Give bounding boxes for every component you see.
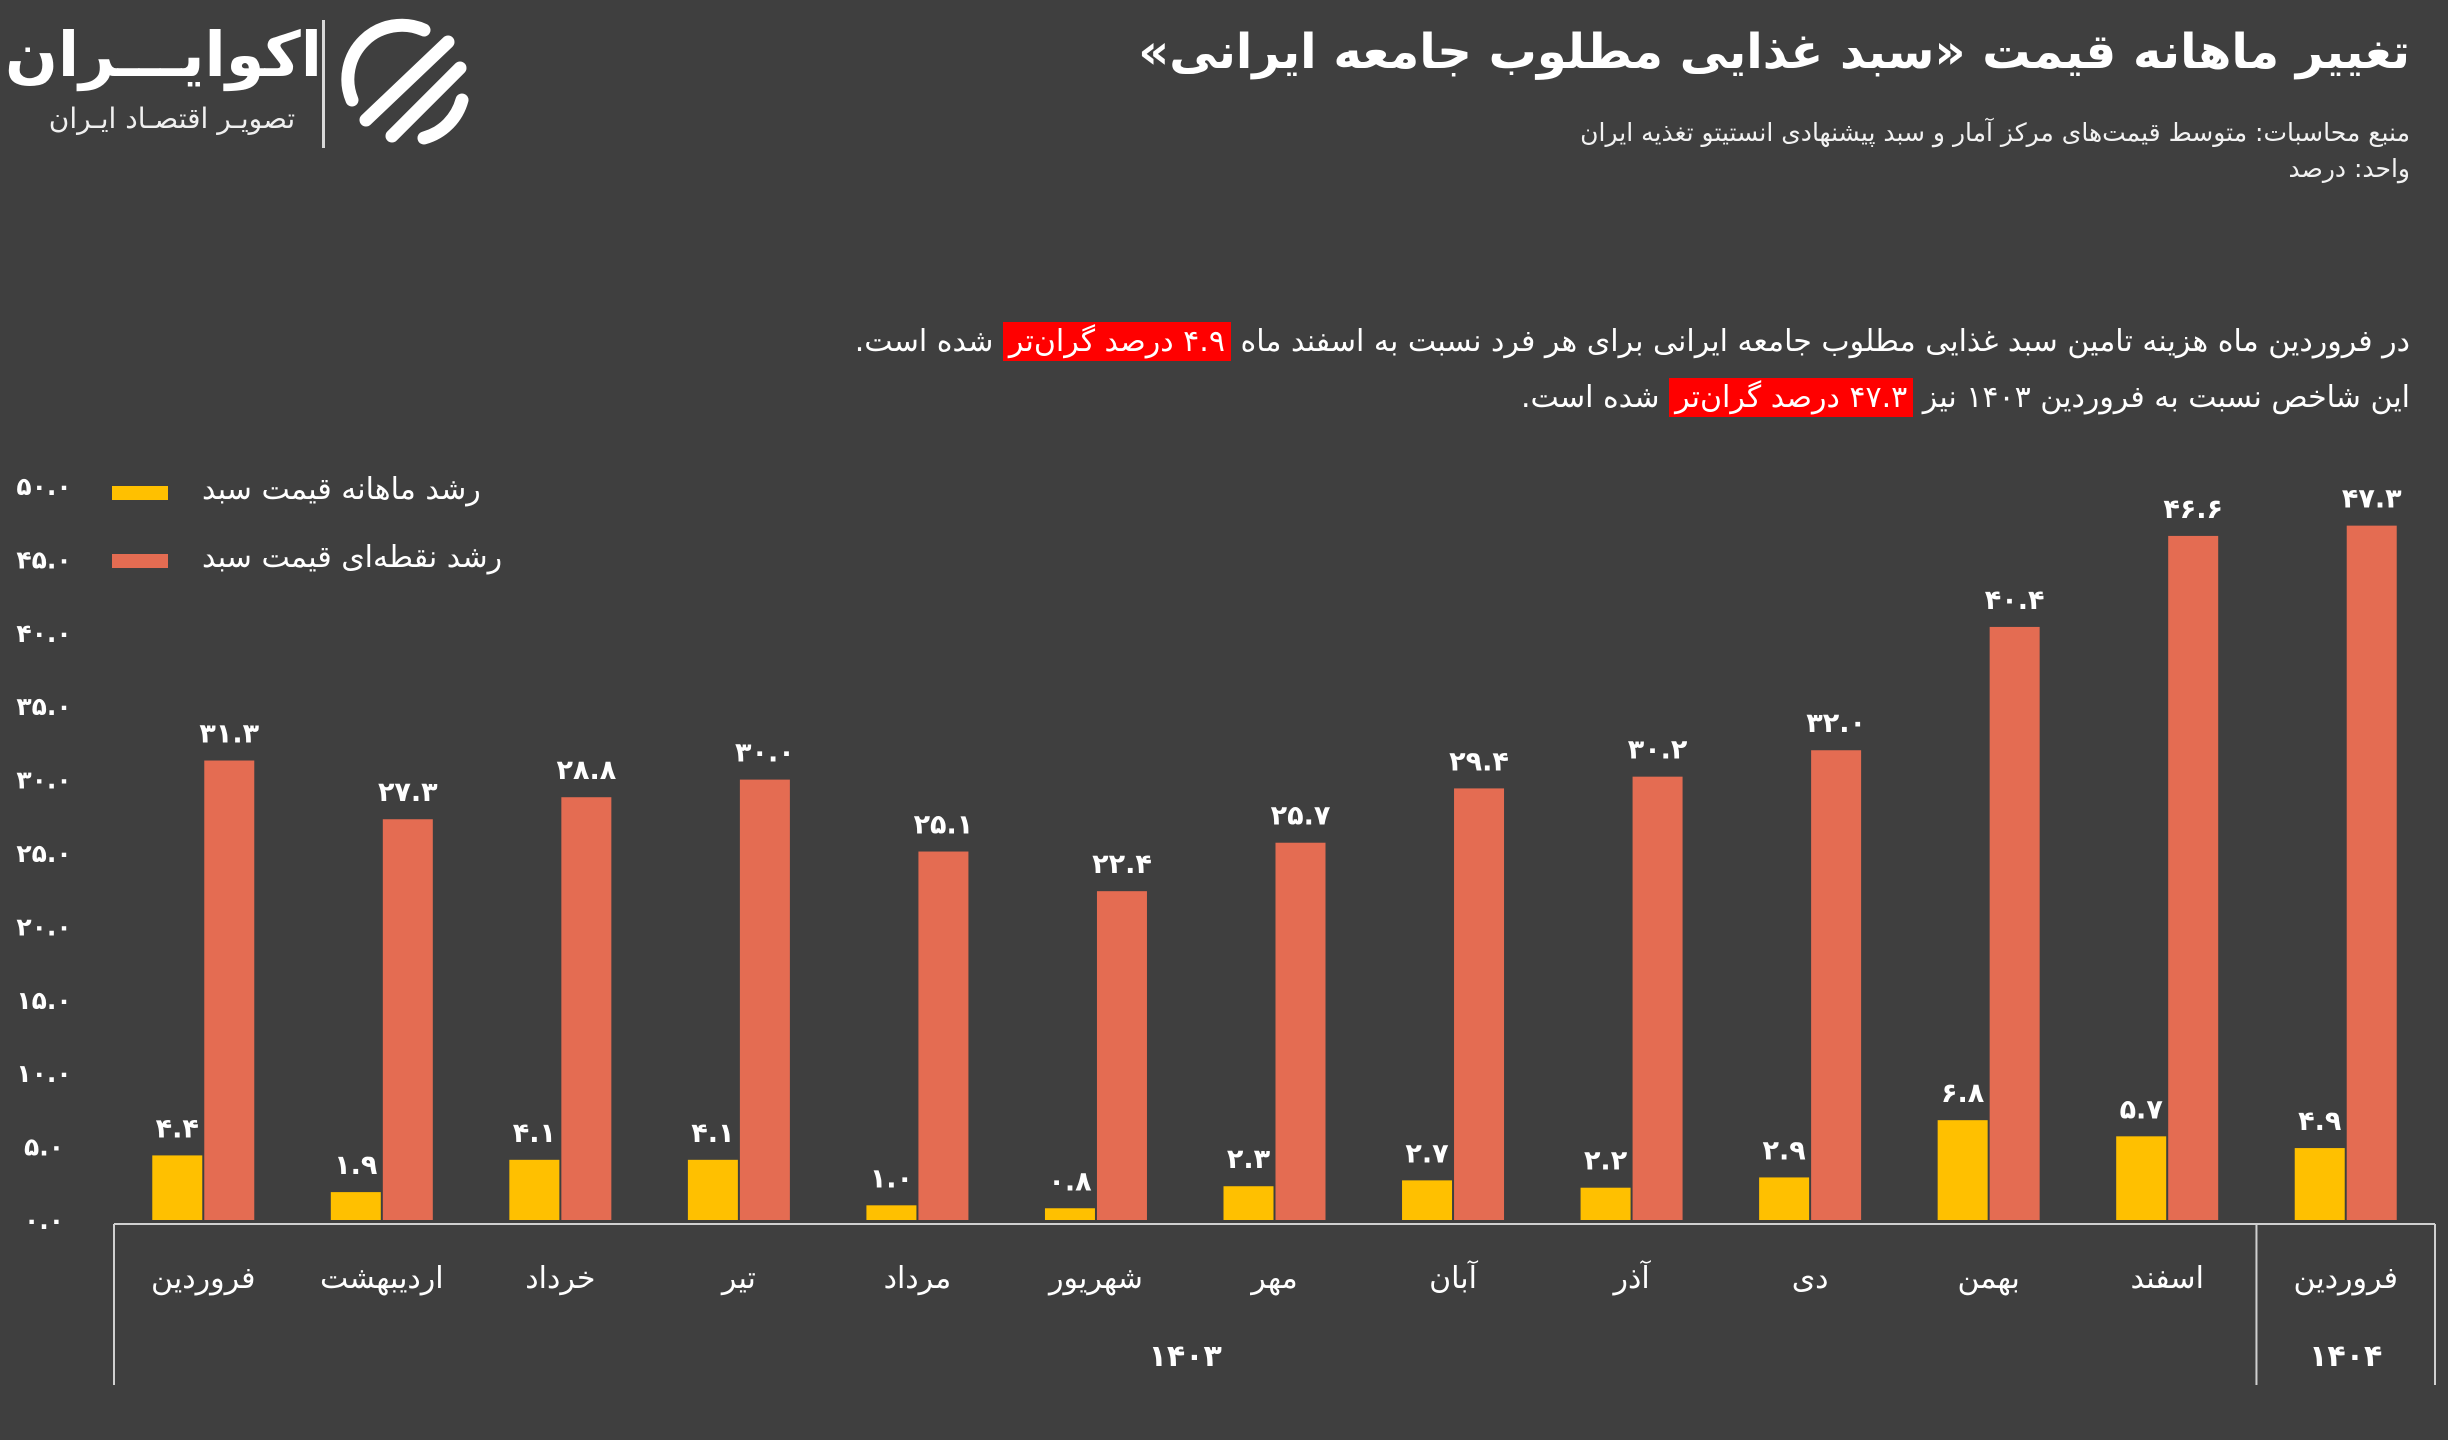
pointwise-value-label: ۲۸.۸ [556, 755, 616, 786]
pointwise-value-label: ۳۱.۳ [199, 719, 259, 750]
pointwise-bar [918, 851, 969, 1220]
note-line-2: این شاخص نسبت به فروردین ۱۴۰۳ نیز ۴۷.۳ د… [1521, 374, 2410, 422]
monthly-value-label: ۲.۲ [1584, 1146, 1628, 1177]
monthly-value-label: ۱.۰ [870, 1163, 913, 1194]
monthly-value-label: ۰.۸ [1048, 1166, 1092, 1197]
monthly-bar [1937, 1120, 1988, 1220]
category-label: بهمن [1957, 1261, 2019, 1296]
y-tick-label: ۲۵.۰ [16, 839, 71, 868]
year-group-label: ۱۴۰۳ [1149, 1339, 1222, 1374]
pointwise-bar [1811, 750, 1862, 1220]
monthly-bar [1223, 1186, 1274, 1220]
monthly-value-label: ۲.۳ [1227, 1144, 1271, 1175]
monthly-bar [2116, 1136, 2167, 1220]
y-tick-label: ۵.۰ [24, 1133, 64, 1162]
pointwise-value-label: ۳۰.۰ [735, 738, 795, 769]
pointwise-bar [2168, 535, 2219, 1220]
monthly-bar [687, 1159, 738, 1220]
pointwise-bar [1096, 891, 1147, 1220]
y-tick-label: ۴۰.۰ [16, 619, 71, 648]
pointwise-value-label: ۲۹.۴ [1449, 746, 1509, 777]
logo-divider [322, 20, 325, 148]
pointwise-value-label: ۲۵.۷ [1271, 801, 1331, 832]
monthly-bar [1580, 1187, 1631, 1220]
chart-title: تغییر ماهانه قیمت «سبد غذایی مطلوب جامعه… [1138, 24, 2410, 80]
category-label: اردیبهشت [320, 1261, 444, 1296]
monthly-bar [1044, 1208, 1095, 1220]
category-label: تیر [720, 1261, 756, 1296]
pointwise-bar [1454, 788, 1505, 1220]
logo-mark-icon [341, 18, 469, 145]
monthly-bar [330, 1192, 381, 1220]
pointwise-bar [204, 760, 255, 1220]
y-tick-label: ۱۰.۰ [16, 1059, 71, 1088]
category-label: فروردین [2294, 1261, 2398, 1296]
y-tick-label: ۵۰.۰ [16, 472, 71, 501]
category-label: اسفند [2130, 1261, 2203, 1296]
pointwise-bar [561, 797, 612, 1220]
pointwise-bar [1275, 842, 1326, 1220]
monthly-value-label: ۶.۸ [1941, 1078, 1985, 1109]
category-label: آبان [1429, 1260, 1479, 1296]
note-line-2-text: این شاخص نسبت به فروردین ۱۴۰۳ نیز [1922, 380, 2410, 415]
legend-label-pointwise: رشد نقطه‌ای قیمت سبد [202, 540, 503, 575]
monthly-bar [152, 1155, 203, 1220]
logo: اکوایـــران تصویـر اقتصـاد ایـران [4, 14, 482, 149]
note-line-2-highlight: ۴۷.۳ درصد گران‌تر [1669, 378, 1914, 417]
monthly-value-label: ۵.۷ [2120, 1094, 2164, 1125]
pointwise-value-label: ۴۶.۶ [2163, 494, 2223, 525]
category-label: شهریور [1047, 1261, 1143, 1296]
pointwise-value-label: ۲۵.۱ [914, 810, 974, 841]
monthly-value-label: ۴.۹ [2298, 1106, 2341, 1137]
legend-swatch-monthly [112, 486, 168, 500]
pointwise-bar [739, 779, 790, 1220]
category-label: فروردین [151, 1261, 255, 1296]
y-tick-label: ۲۰.۰ [16, 912, 71, 941]
y-tick-label: ۱۵.۰ [16, 986, 71, 1015]
pointwise-bar [382, 819, 433, 1220]
logo-name: اکوایـــران [4, 18, 322, 91]
monthly-value-label: ۴.۱ [513, 1118, 556, 1149]
monthly-bar [1402, 1180, 1453, 1220]
monthly-bar [509, 1159, 560, 1220]
pointwise-value-label: ۲۲.۴ [1092, 849, 1152, 880]
y-tick-label: ۴۵.۰ [16, 545, 71, 574]
category-label: آذر [1611, 1260, 1651, 1296]
monthly-value-label: ۲.۹ [1763, 1135, 1806, 1166]
category-label: خرداد [525, 1261, 595, 1296]
y-tick-label: ۰.۰ [24, 1206, 64, 1235]
legend-label-monthly: رشد ماهانه قیمت سبد [202, 472, 481, 507]
category-label: مرداد [884, 1261, 952, 1296]
note-line-2-end: شده است. [1520, 380, 1660, 415]
y-tick-label: ۳۵.۰ [16, 692, 71, 721]
note-line-1: در فروردین ماه هزینه تامین سبد غذایی مطل… [855, 318, 2410, 366]
legend-swatch-pointwise [112, 554, 168, 568]
category-label: مهر [1249, 1261, 1297, 1296]
monthly-bar [866, 1205, 917, 1220]
monthly-value-label: ۴.۱ [691, 1118, 734, 1149]
pointwise-value-label: ۳۲.۰ [1806, 708, 1866, 739]
note-line-1-text: در فروردین ماه هزینه تامین سبد غذایی مطل… [1240, 324, 2410, 359]
unit-text: واحد: درصد [2288, 154, 2410, 183]
logo-tagline: تصویـر اقتصـاد ایـران [48, 102, 296, 135]
monthly-bar [2294, 1148, 2345, 1220]
pointwise-bar [2346, 525, 2397, 1220]
category-label: دی [1792, 1261, 1829, 1296]
pointwise-bar [1989, 626, 2040, 1220]
pointwise-value-label: ۲۷.۳ [378, 777, 438, 808]
note-line-1-end: شده است. [854, 324, 994, 359]
y-tick-label: ۳۰.۰ [16, 766, 71, 795]
pointwise-value-label: ۴۷.۳ [2342, 484, 2402, 515]
note-line-1-highlight: ۴.۹ درصد گران‌تر [1002, 322, 1231, 361]
pointwise-value-label: ۳۰.۲ [1628, 735, 1688, 766]
year-group-label: ۱۴۰۴ [2309, 1339, 2382, 1374]
pointwise-value-label: ۴۰.۴ [1985, 585, 2045, 616]
monthly-bar [1759, 1177, 1810, 1220]
monthly-value-label: ۴.۴ [156, 1113, 199, 1144]
source-text: منبع محاسبات: متوسط قیمت‌های مرکز آمار و… [1580, 118, 2410, 147]
monthly-value-label: ۲.۷ [1405, 1138, 1449, 1169]
pointwise-bar [1632, 776, 1683, 1220]
monthly-value-label: ۱.۹ [334, 1150, 377, 1181]
